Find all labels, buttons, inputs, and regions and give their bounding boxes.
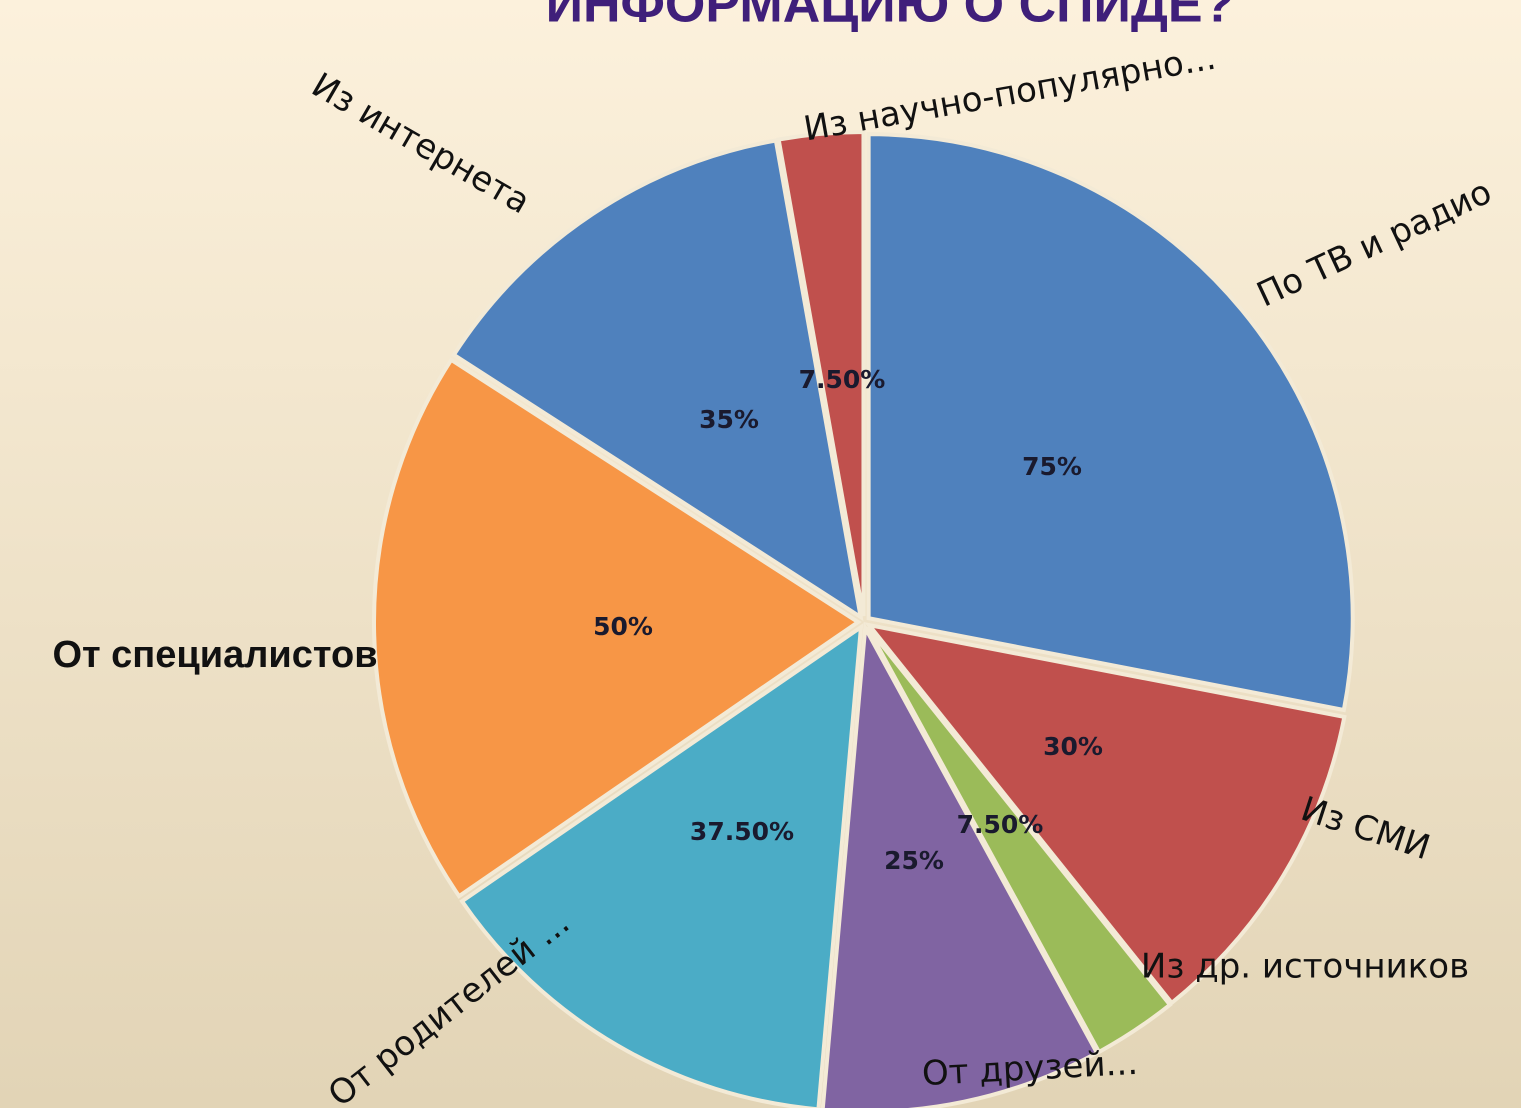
pie-slice	[820, 621, 1100, 1108]
value-label: 50%	[593, 612, 653, 641]
chart-title: ИНФОРМАЦИЮ О СПИДЕ?	[546, 0, 1235, 34]
value-label: 37.50%	[690, 817, 794, 846]
value-label: 35%	[699, 405, 759, 434]
value-label: 7.50%	[799, 365, 886, 394]
pie-slice	[776, 130, 866, 617]
pie-slice	[865, 625, 1173, 1055]
value-label: 25%	[884, 846, 944, 875]
pie-slice	[864, 622, 1347, 1006]
value-label: 7.50%	[957, 810, 1044, 839]
category-label: Из др. источников	[1141, 947, 1469, 987]
pie-slice	[866, 132, 1355, 713]
pie-slice	[372, 357, 862, 899]
pie-slice	[459, 623, 864, 1108]
value-label: 30%	[1043, 732, 1103, 761]
category-label: От специалистов	[52, 634, 377, 676]
pie-slice	[451, 138, 864, 622]
value-label: 75%	[1022, 452, 1082, 481]
